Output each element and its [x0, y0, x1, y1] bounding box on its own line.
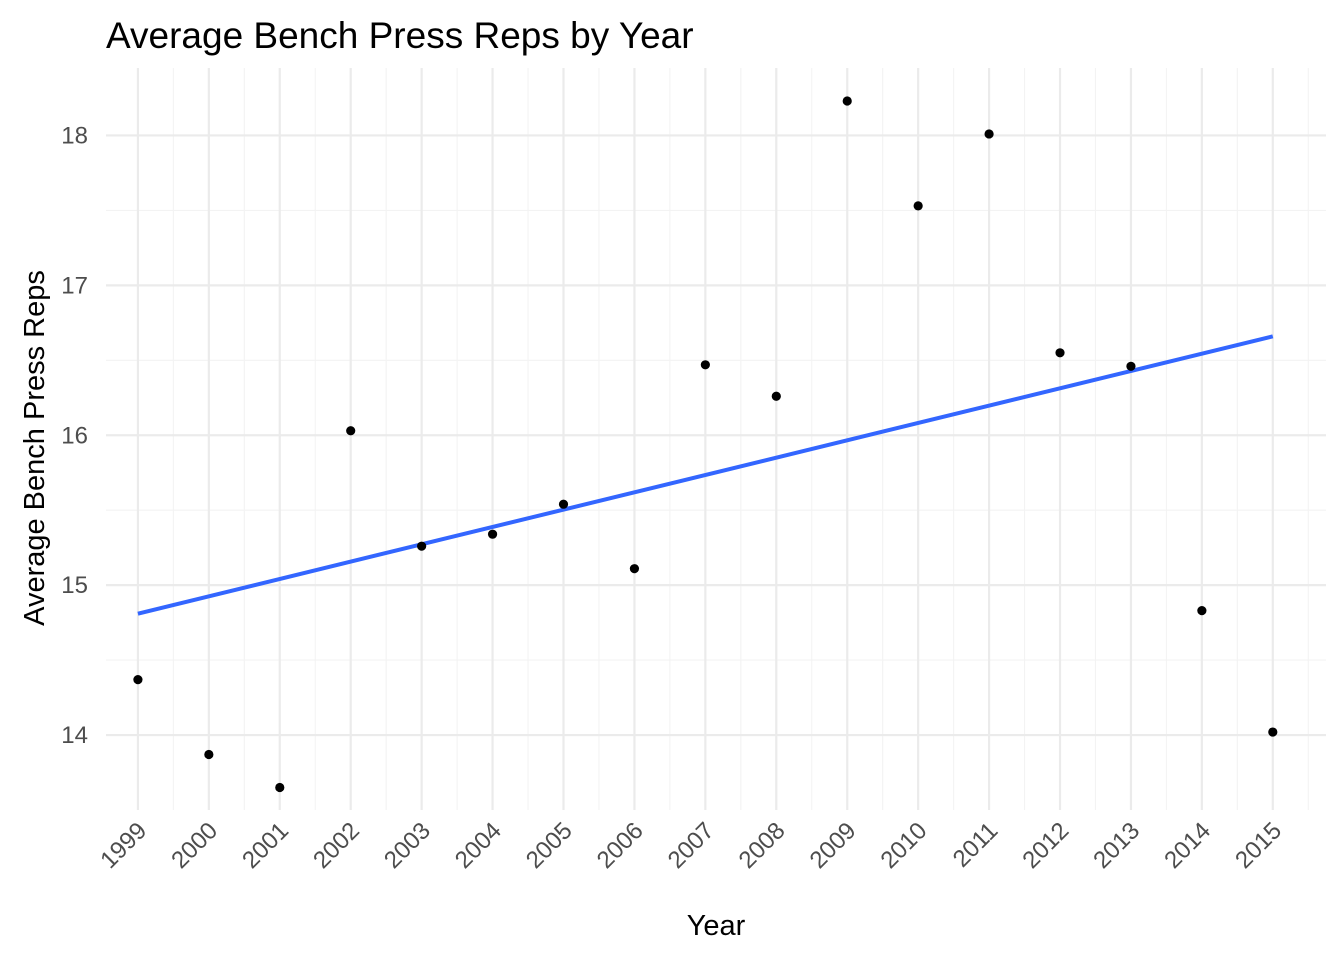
- data-point: [204, 749, 214, 760]
- x-tick-label: 2006: [592, 817, 649, 874]
- data-point: [417, 541, 427, 551]
- points-layer: [133, 96, 1278, 793]
- data-point: [1126, 361, 1136, 371]
- x-tick-label: 2000: [166, 817, 223, 874]
- data-point: [1055, 348, 1065, 358]
- data-point: [842, 96, 852, 106]
- data-point: [913, 201, 923, 211]
- data-point: [275, 782, 285, 793]
- x-tick-label: 2013: [1088, 817, 1145, 874]
- x-tick-label: 2004: [450, 817, 507, 874]
- trend-line-layer: [137, 334, 1274, 616]
- x-tick-label: 2011: [948, 817, 1004, 873]
- chart-title: Average Bench Press Reps by Year: [106, 15, 694, 56]
- data-point: [346, 426, 356, 436]
- x-tick-labels: 1999 2000 2001 2002 2003 2004 2005 2006 2007 2008…: [95, 817, 1287, 874]
- x-tick-label: 2009: [805, 817, 862, 874]
- x-tick-label: 1999: [95, 817, 152, 874]
- x-tick-label: 2005: [521, 817, 578, 874]
- x-axis-title: Year: [687, 910, 746, 942]
- x-tick-label: 2012: [1017, 817, 1074, 874]
- x-tick-label: 2001: [237, 817, 294, 874]
- major-gridlines: [106, 68, 1326, 810]
- y-tick-label: 14: [61, 722, 88, 749]
- data-point: [487, 529, 498, 539]
- y-axis-title: Average Bench Press Reps: [19, 270, 51, 626]
- y-tick-label: 17: [61, 272, 88, 299]
- data-point: [1268, 727, 1278, 737]
- minor-gridlines: [106, 68, 1326, 810]
- trend-line: [137, 334, 1274, 616]
- x-tick-label: 2003: [379, 817, 436, 874]
- x-tick-label: 2010: [876, 817, 933, 874]
- data-point: [984, 129, 994, 139]
- data-point: [771, 391, 781, 401]
- data-point: [558, 499, 569, 509]
- data-point: [133, 674, 143, 685]
- x-tick-label: 2015: [1230, 817, 1287, 874]
- y-tick-labels: 14 15 16 17 18: [61, 122, 88, 749]
- x-tick-label: 2002: [308, 817, 365, 874]
- x-tick-label: 2008: [734, 817, 791, 874]
- y-tick-label: 15: [61, 572, 88, 599]
- data-point: [629, 564, 640, 574]
- y-tick-label: 16: [61, 422, 88, 449]
- y-tick-label: 18: [61, 122, 88, 149]
- x-tick-label: 2014: [1159, 817, 1216, 874]
- data-point: [1197, 606, 1207, 616]
- data-point: [700, 360, 710, 370]
- x-tick-label: 2007: [663, 817, 720, 874]
